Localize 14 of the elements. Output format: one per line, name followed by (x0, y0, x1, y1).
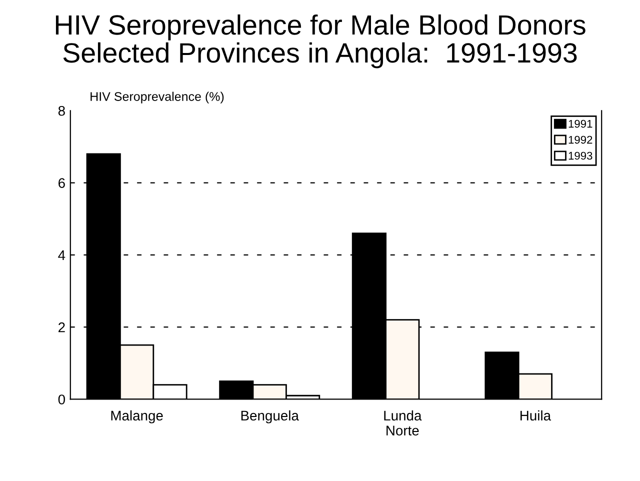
y-axis-title: HIV Seroprevalence (%) (90, 92, 224, 104)
legend-label: 1993 (568, 152, 592, 160)
legend-label: 1991 (568, 120, 592, 128)
y-tick-label: 0 (58, 394, 65, 404)
y-tick-label: 8 (58, 106, 65, 116)
x-tick-label: Benguela (241, 410, 299, 424)
y-tick-label: 2 (58, 322, 65, 332)
x-tick-label: Huila (520, 410, 552, 421)
y-tick-label: 4 (58, 250, 66, 260)
x-tick-label: Malange (111, 410, 163, 424)
chart-title: HIV Seroprevalence for Male Blood Donors Selected Provinces in Angola: 1991-1993 (56, 14, 586, 68)
x-tick-label: Lunda Norte (384, 410, 422, 436)
legend-label: 1992 (568, 136, 592, 144)
y-tick-label: 6 (58, 178, 65, 188)
